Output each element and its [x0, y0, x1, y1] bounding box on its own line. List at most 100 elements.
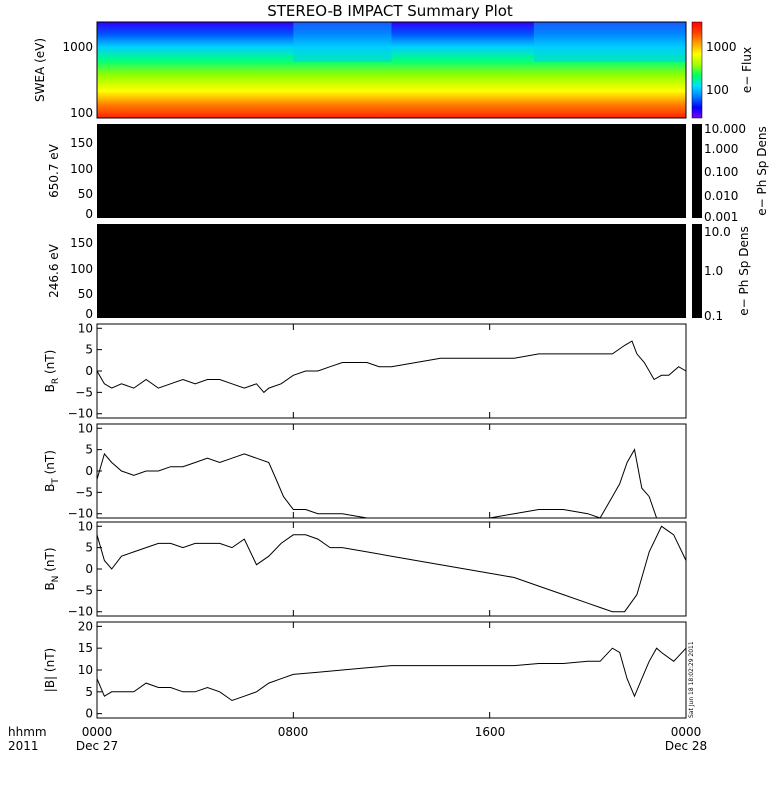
pad-650-colorbar [692, 124, 702, 218]
swea-cb-label: e− Flux [740, 47, 754, 93]
bt-ytick-0: 10 [78, 421, 93, 435]
br-ytick-2: 0 [85, 364, 93, 378]
pad-650-cb-tick-1: 1.000 [704, 142, 738, 156]
btot-ytick-0: 20 [78, 619, 93, 633]
bt-panel: 10 5 0 −5 −10 BT (nT) [43, 421, 687, 521]
pad-650-ytick-150: 150 [70, 136, 93, 150]
pad-650-ytick-50: 50 [78, 187, 93, 201]
bn-ytick-0: 10 [78, 519, 93, 533]
br-ytick-4: −10 [68, 407, 93, 421]
pad-650-ytick-100: 100 [70, 162, 93, 176]
pad-650-ytick-0: 0 [85, 207, 93, 221]
bt-ytick-4: −10 [68, 507, 93, 521]
br-series-line [96, 340, 687, 394]
bn-ylabel-sub: N [51, 576, 61, 583]
bt-ytick-3: −5 [75, 485, 93, 499]
time-axis-labels: hhmm 2011 0000 Dec 27 0800 1600 0000 Dec… [8, 641, 707, 753]
bn-series-line [96, 525, 687, 613]
swea-colorbar [691, 21, 703, 119]
swea-band-1 [293, 22, 392, 62]
xtick-0000-end: 0000 [671, 725, 702, 739]
swea-band-3 [533, 22, 686, 62]
bt-ylabel-unit: (nT) [43, 450, 57, 478]
bn-ytick-2: 0 [85, 562, 93, 576]
bt-ytick-1: 5 [85, 443, 93, 457]
pad-246-cb-tick-2: 0.1 [704, 309, 723, 323]
bt-frame [96, 423, 687, 519]
bn-ytick-4: −10 [68, 605, 93, 619]
pad-246-cb-tick-0: 10.0 [704, 225, 731, 239]
bt-ylabel-main: B [43, 484, 57, 492]
pad-246-panel: 246.6 eV 150 100 50 0 10.0 1.0 0.1 e− Ph… [47, 224, 751, 323]
pad-246-ylabel: 246.6 eV [47, 243, 61, 298]
pad-650-ylabel: 650.7 eV [47, 143, 61, 198]
pad-246-ytick-0: 0 [85, 307, 93, 321]
xtick-1600: 1600 [475, 725, 506, 739]
xtick-0000-start: 0000 [82, 725, 113, 739]
bt-series-line [96, 448, 686, 519]
pad-650-cb-tick-0: 10.000 [704, 122, 746, 136]
pad-650-cb-tick-4: 0.001 [704, 210, 738, 224]
btot-ylabel-main: |B| [43, 676, 57, 692]
pad-246-cb-label: e− Ph Sp Dens [737, 226, 751, 315]
bn-ylabel-unit: (nT) [43, 547, 57, 575]
btot-ytick-2: 10 [78, 663, 93, 677]
btot-series-line [96, 647, 687, 702]
hhmm-label: hhmm [8, 725, 47, 739]
br-ytick-0: 10 [78, 321, 93, 335]
br-ylabel-unit: (nT) [43, 350, 57, 378]
bn-frame [96, 521, 687, 617]
pad-650-cb-label: e− Ph Sp Dens [755, 126, 769, 215]
pad-650-panel: 650.7 eV 150 100 50 0 10.000 1.000 0.100… [47, 122, 769, 224]
btot-ylabel: |B| (nT) [43, 648, 57, 692]
xtick-0800: 0800 [278, 725, 309, 739]
pad-650-cb-tick-2: 0.100 [704, 165, 738, 179]
swea-ytick-1000: 1000 [62, 40, 93, 54]
bt-ytick-2: 0 [85, 464, 93, 478]
pad-246-ytick-50: 50 [78, 287, 93, 301]
btot-ytick-4: 0 [85, 707, 93, 721]
bt-ylabel: BT (nT) [43, 450, 61, 492]
br-ylabel-sub: R [51, 378, 61, 384]
btot-ytick-1: 15 [78, 641, 93, 655]
btot-frame [96, 621, 687, 719]
swea-cb-tick-1000: 1000 [706, 40, 737, 54]
btot-panel: 20 15 10 5 0 |B| (nT) [43, 619, 687, 721]
bn-ytick-3: −5 [75, 583, 93, 597]
br-frame [96, 323, 687, 419]
br-ylabel: BR (nT) [43, 350, 61, 393]
bn-ylabel-main: B [43, 582, 57, 590]
swea-cb-tick-100: 100 [706, 83, 729, 97]
btot-ylabel-unit: (nT) [43, 648, 57, 676]
pad-246-cb-tick-1: 1.0 [704, 264, 723, 278]
swea-bands [293, 22, 686, 62]
pad-650-spectrogram [97, 124, 686, 218]
br-panel: 10 5 0 −5 −10 BR (nT) [43, 321, 687, 421]
swea-panel: SWEA (eV) 1000 100 1000 100 e− Flux [33, 21, 754, 120]
pad-246-spectrogram [97, 224, 686, 318]
year-label: 2011 [8, 739, 39, 753]
bt-ylabel-sub: T [51, 478, 61, 485]
swea-spectrogram [97, 22, 686, 118]
bn-ytick-1: 5 [85, 541, 93, 555]
br-ylabel-main: B [43, 384, 57, 392]
pad-246-ytick-150: 150 [70, 236, 93, 250]
start-date: Dec 27 [76, 739, 118, 753]
swea-ytick-100: 100 [70, 106, 93, 120]
end-date: Dec 28 [665, 739, 707, 753]
br-ytick-1: 5 [85, 343, 93, 357]
pad-246-ytick-100: 100 [70, 262, 93, 276]
bn-ylabel: BN (nT) [43, 547, 61, 590]
pad-650-cb-tick-3: 0.010 [704, 189, 738, 203]
bn-panel: 10 5 0 −5 −10 BN (nT) [43, 519, 687, 619]
plot-title: STEREO-B IMPACT Summary Plot [267, 2, 513, 20]
pad-246-colorbar [692, 224, 702, 318]
generation-stamp: Sat Jun 18 18:02:29 2011 [688, 641, 695, 718]
br-ytick-3: −5 [75, 385, 93, 399]
btot-ytick-3: 5 [85, 685, 93, 699]
swea-frame [96, 21, 687, 119]
swea-ylabel: SWEA (eV) [33, 38, 47, 102]
